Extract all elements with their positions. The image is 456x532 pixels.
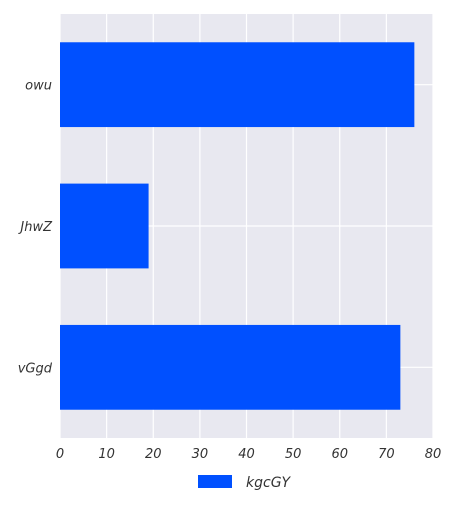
x-tick-label-3: 30 [192, 447, 209, 462]
legend-swatch [198, 475, 232, 488]
legend-label: kgcGY [246, 475, 292, 491]
x-tick-label-2: 20 [145, 447, 162, 462]
y-tick-label-JhwZ: JhwZ [17, 220, 53, 235]
x-tick-label-7: 70 [378, 447, 395, 462]
x-tick-label-8: 80 [425, 447, 442, 462]
x-tick-labels: 0 10 20 30 40 50 60 70 80 [56, 447, 441, 462]
y-tick-label-vGgd: vGgd [18, 361, 53, 376]
bar-owu [60, 42, 415, 128]
y-tick-label-owu: owu [25, 79, 52, 94]
x-tick-label-6: 60 [331, 447, 348, 462]
bar-vGgd [60, 324, 401, 410]
x-tick-label-1: 10 [98, 447, 115, 462]
x-tick-label-5: 50 [285, 447, 302, 462]
x-tick-label-4: 40 [238, 447, 255, 462]
bars [60, 42, 415, 410]
legend: kgcGY [198, 475, 292, 491]
bar-JhwZ [60, 183, 149, 269]
y-tick-labels: owu JhwZ vGgd [17, 79, 53, 377]
x-tick-label-0: 0 [56, 447, 64, 462]
